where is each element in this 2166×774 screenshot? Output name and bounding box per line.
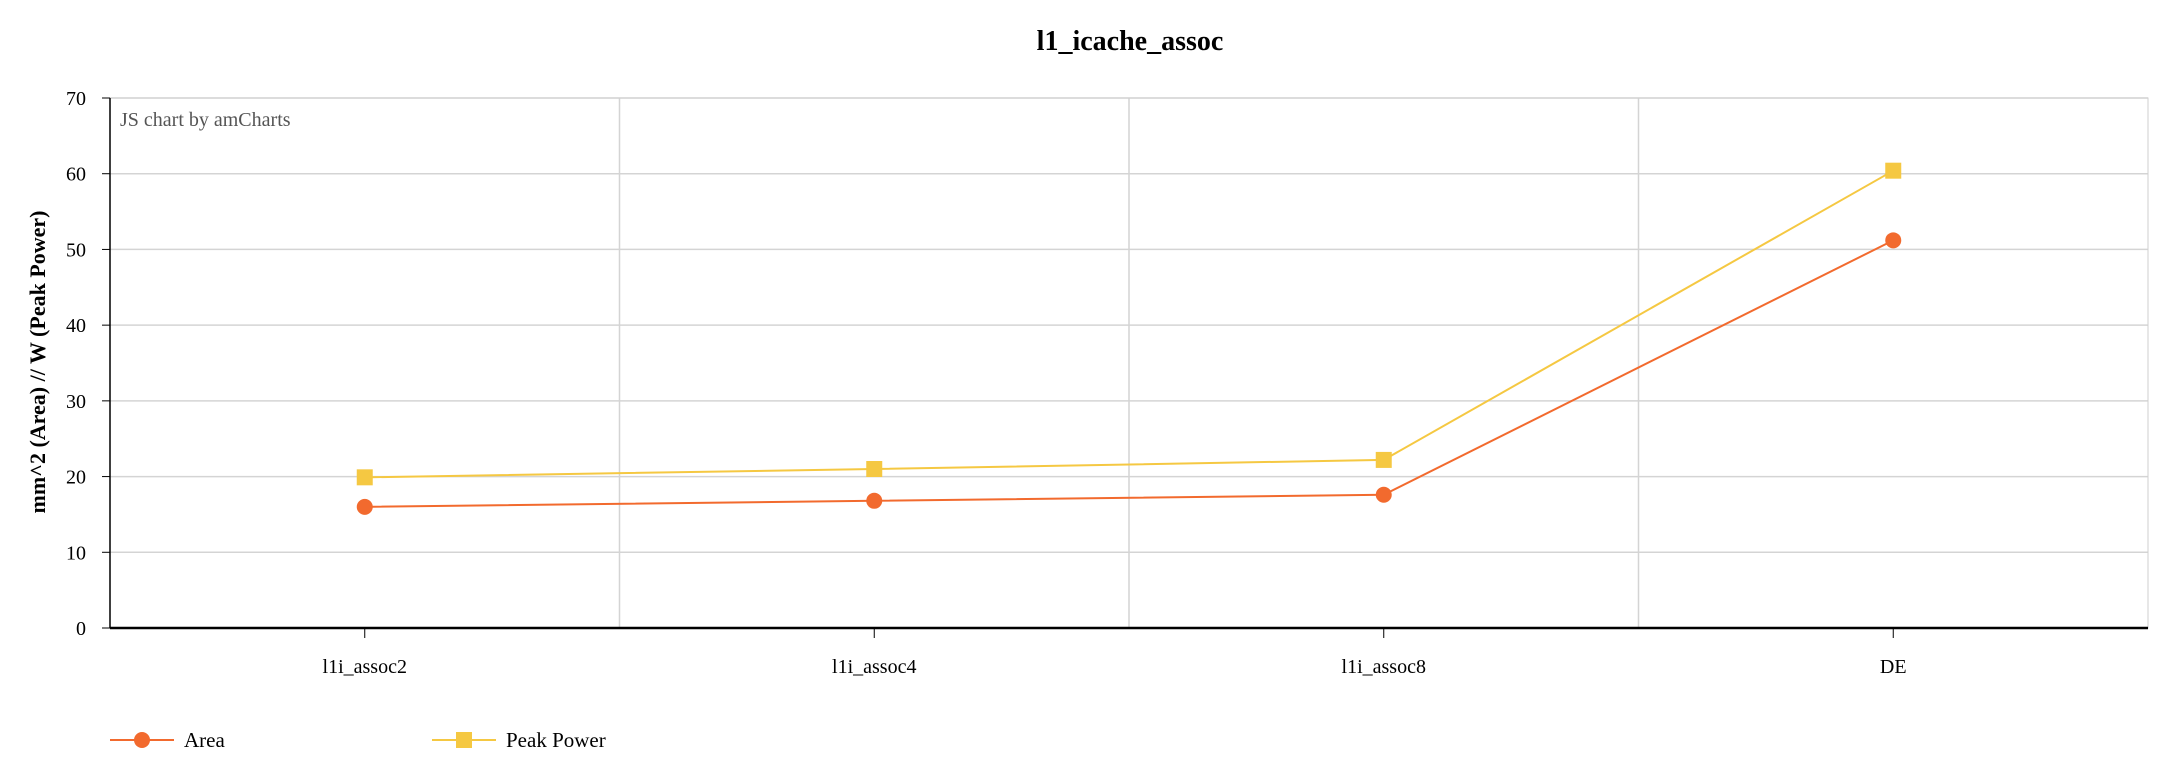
series-line [364, 169, 1894, 479]
data-point-marker[interactable] [1375, 486, 1392, 503]
legend-label: Area [184, 728, 225, 752]
chart-title: l1_icache_assoc [1037, 26, 1224, 57]
legend: Area Peak Power [110, 728, 606, 752]
series-line [364, 239, 1894, 508]
series-area [356, 232, 1902, 515]
legend-marker [456, 732, 472, 748]
series-peak-power [356, 162, 1902, 486]
y-tick-label: 70 [66, 88, 86, 110]
y-tick-label: 60 [66, 164, 86, 186]
grid [110, 97, 2148, 628]
x-tick-label: DE [1880, 656, 1907, 678]
data-point-marker[interactable] [356, 498, 373, 515]
legend-item[interactable]: Peak Power [432, 728, 606, 752]
data-point-marker[interactable] [1885, 232, 1902, 249]
legend-item[interactable]: Area [110, 728, 225, 752]
data-point-marker[interactable] [1375, 451, 1392, 468]
series-layer [356, 162, 1902, 515]
data-point-marker[interactable] [866, 492, 883, 509]
legend-label: Peak Power [506, 728, 606, 752]
axes: 0 10 20 30 40 50 60 70 l1i_assoc2 l1i_assoc4 l1i_a… [66, 88, 2148, 678]
data-point-marker[interactable] [1885, 162, 1902, 179]
y-axis-label: mm^2 (Area) // W (Peak Power) [25, 211, 50, 514]
legend-marker [134, 732, 150, 748]
y-tick-label: 20 [66, 467, 86, 489]
data-point-marker[interactable] [356, 469, 373, 486]
data-point-marker[interactable] [866, 461, 883, 477]
y-tick-label: 40 [66, 315, 86, 337]
x-tick-label: l1i_assoc2 [323, 656, 407, 678]
y-tick-label: 10 [66, 542, 86, 564]
y-tick-label: 0 [76, 618, 86, 640]
y-tick-label: 30 [66, 391, 86, 413]
x-tick-label: l1i_assoc8 [1342, 656, 1426, 678]
amcharts-credit[interactable]: JS chart by amCharts [120, 109, 291, 131]
y-tick-label: 50 [66, 239, 86, 261]
x-tick-label: l1i_assoc4 [832, 656, 916, 678]
